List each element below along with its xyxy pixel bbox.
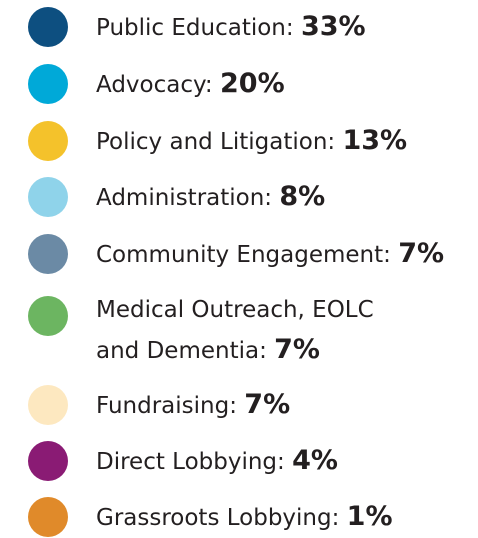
legend-value: 20% xyxy=(220,68,285,99)
legend-label: Policy and Litigation: xyxy=(96,129,336,155)
legend-value: 13% xyxy=(342,125,408,156)
legend-dot xyxy=(28,7,68,47)
legend-value: 1% xyxy=(346,501,393,532)
legend-dot xyxy=(28,441,68,481)
legend-dot xyxy=(28,64,68,104)
legend-item: Grassroots Lobbying: 1% xyxy=(96,497,476,538)
legend-label: Fundraising: xyxy=(96,393,237,419)
legend-value: 8% xyxy=(279,181,326,212)
legend-item: Administration: 8% xyxy=(96,177,476,218)
legend-value: 7% xyxy=(274,334,320,365)
legend-dot xyxy=(28,296,68,336)
legend-dot xyxy=(28,234,68,274)
legend-label: Medical Outreach, EOLC and Dementia: xyxy=(96,297,374,364)
legend-dot xyxy=(28,497,68,537)
legend-dot xyxy=(28,177,68,217)
legend-label: Community Engagement: xyxy=(96,242,391,268)
legend-item: Policy and Litigation: 13% xyxy=(96,121,476,162)
legend-value: 4% xyxy=(292,445,338,476)
legend-label: Grassroots Lobbying: xyxy=(96,505,340,531)
legend-value: 7% xyxy=(398,238,445,269)
legend-value: 33% xyxy=(300,11,366,42)
legend-label: Public Education: xyxy=(96,15,294,41)
legend-item: Community Engagement: 7% xyxy=(96,234,476,275)
legend-label: Administration: xyxy=(96,185,273,211)
legend-dot xyxy=(28,121,68,161)
legend-dot xyxy=(28,385,68,425)
legend-item: Direct Lobbying: 4% xyxy=(96,441,476,482)
legend-item: Public Education: 33% xyxy=(96,7,476,48)
legend-label: Advocacy: xyxy=(96,72,213,98)
legend-value: 7% xyxy=(244,389,291,420)
legend-item: Fundraising: 7% xyxy=(96,385,476,426)
legend-item: Advocacy: 20% xyxy=(96,64,476,105)
legend-label: Direct Lobbying: xyxy=(96,449,285,475)
legend-item: Medical Outreach, EOLC and Dementia: 7% xyxy=(96,290,416,371)
